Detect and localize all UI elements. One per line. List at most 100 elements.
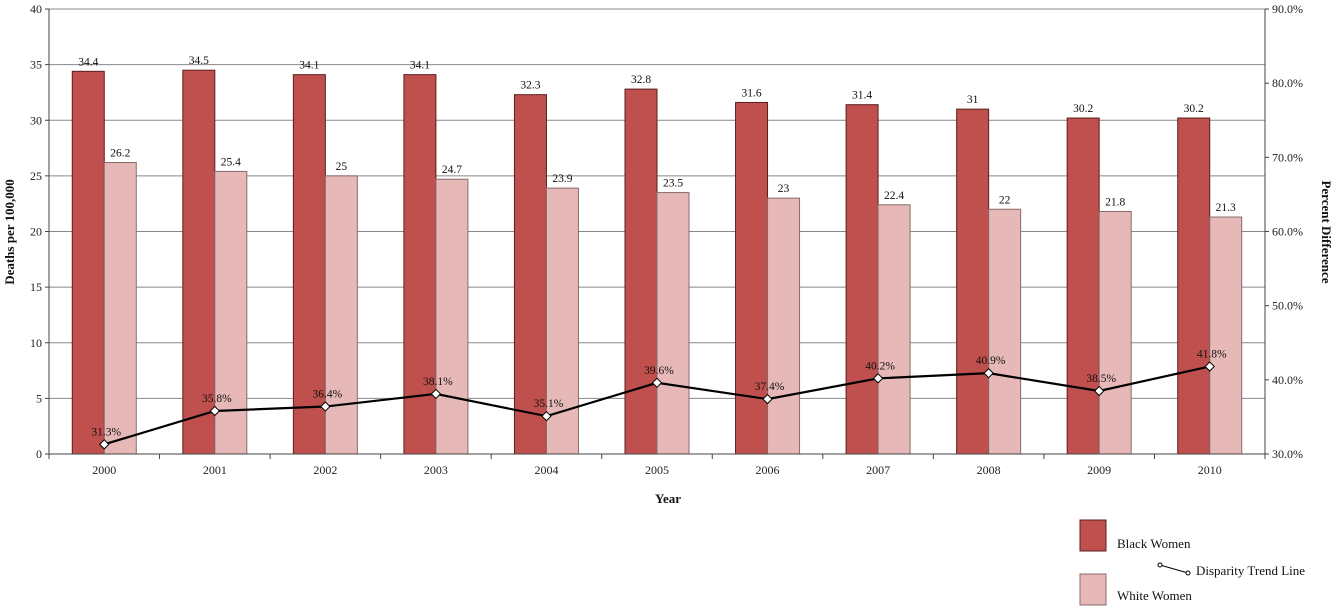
- x-tick-label: 2006: [756, 463, 780, 477]
- y-tick-label: 5: [36, 391, 42, 405]
- bar-black-women: [1177, 117, 1211, 455]
- disparity-data-label: 38.1%: [423, 376, 453, 388]
- bar-black-women: [845, 104, 879, 455]
- y-tick-label: 0: [36, 447, 42, 461]
- legend-label-black-women: Black Women: [1117, 536, 1191, 551]
- bar-white-women: [435, 178, 469, 455]
- x-tick-label: 2005: [645, 463, 669, 477]
- x-tick-label: 2009: [1087, 463, 1111, 477]
- legend-swatch-white-women: [1079, 573, 1107, 606]
- legend-label-disparity-trend-line: Disparity Trend Line: [1196, 563, 1305, 578]
- disparity-marker: [1204, 361, 1215, 372]
- y2-tick-label: 60.0%: [1272, 225, 1303, 239]
- disparity-trend-line: [99, 361, 1215, 450]
- disparity-marker: [541, 410, 552, 422]
- axes: 0 5 10 15 20 25 30 35 40 30.0% 40.0% 50.0% 60.0% 70.0…: [30, 2, 1303, 477]
- x-tick-label: 2000: [92, 463, 116, 477]
- bar-data-label: 23.5: [663, 178, 683, 190]
- y-tick-label: 40: [30, 2, 42, 16]
- bar-data-label: 26.2: [110, 148, 130, 160]
- bar-data-label: 22.4: [884, 190, 904, 202]
- bar-white-women: [1209, 216, 1243, 455]
- y2-axis-title: Percent Difference: [1319, 180, 1334, 283]
- disparity-marker: [430, 388, 442, 400]
- y2-tick-label: 30.0%: [1272, 447, 1303, 461]
- y-tick-label: 30: [30, 113, 42, 127]
- disparity-data-label: 39.6%: [644, 365, 674, 377]
- legend: Black Women White Women Disparity Trend …: [1079, 519, 1305, 606]
- y-axis-title: Deaths per 100,000: [2, 179, 17, 285]
- bar-data-label: 34.1: [299, 60, 319, 72]
- bar-data-label: 24.7: [442, 164, 462, 176]
- bar-white-women: [545, 187, 579, 455]
- x-tick-label: 2004: [534, 463, 558, 477]
- disparity-data-label: 41.8%: [1197, 348, 1227, 360]
- x-tick-label: 2001: [203, 463, 227, 477]
- y2-tick-label: 40.0%: [1272, 373, 1303, 387]
- disparity-data-label: 37.4%: [755, 381, 785, 393]
- y2-tick-label: 90.0%: [1272, 2, 1303, 16]
- data-labels: 34.4 34.5 34.1 34.1 32.3 32.8 31.6 31.4 31 30.2 30…: [78, 55, 1236, 438]
- bar-data-label: 23.9: [552, 173, 572, 185]
- disparity-data-label: 38.5%: [1086, 373, 1116, 385]
- disparity-data-label: 36.4%: [313, 389, 343, 401]
- bar-white-women: [988, 208, 1022, 455]
- disparity-data-label: 31.3%: [91, 426, 121, 438]
- bar-data-label: 25.4: [221, 156, 241, 168]
- bar-data-label: 30.2: [1184, 103, 1204, 115]
- bar-data-label: 34.1: [410, 60, 430, 72]
- bar-black-women: [735, 101, 769, 455]
- y2-tick-label: 50.0%: [1272, 299, 1303, 313]
- bar-black-women: [513, 94, 547, 455]
- y-tick-label: 20: [30, 225, 42, 239]
- y-tick-label: 25: [30, 169, 42, 183]
- disparity-data-label: 40.9%: [976, 355, 1006, 367]
- bar-data-label: 31.4: [852, 90, 872, 102]
- bar-data-label: 34.5: [189, 55, 209, 67]
- disparity-data-label: 35.8%: [202, 393, 232, 405]
- bar-data-label: 32.8: [631, 74, 651, 86]
- disparity-marker: [209, 405, 221, 417]
- bar-white-women: [214, 170, 248, 455]
- x-tick-label: 2010: [1198, 463, 1222, 477]
- bar-data-label: 23: [778, 183, 790, 195]
- x-axis-title: Year: [655, 491, 681, 506]
- y-tick-label: 35: [30, 58, 42, 72]
- bar-black-women: [403, 74, 437, 455]
- y-tick-label: 10: [30, 336, 42, 350]
- disparity-data-label: 35.1%: [534, 398, 564, 410]
- bar-data-label: 31: [967, 94, 979, 106]
- disparity-marker: [651, 377, 663, 389]
- legend-line-marker-start: [1157, 562, 1163, 568]
- bar-white-women: [656, 192, 690, 455]
- bar-data-label: 22: [999, 194, 1011, 206]
- bar-data-label: 25: [336, 161, 348, 173]
- disparity-data-label: 40.2%: [865, 360, 895, 372]
- disparity-marker: [99, 439, 110, 450]
- disparity-marker: [983, 367, 994, 379]
- legend-line-marker-end: [1185, 570, 1191, 576]
- bar-black-women: [1066, 117, 1100, 455]
- bar-white-women: [767, 197, 801, 455]
- bar-data-label: 21.3: [1216, 202, 1236, 214]
- bar-black-women: [71, 70, 105, 455]
- bar-data-label: 30.2: [1073, 103, 1093, 115]
- x-tick-label: 2002: [313, 463, 337, 477]
- bars: [71, 69, 1243, 455]
- y2-tick-label: 80.0%: [1272, 76, 1303, 90]
- bar-data-label: 31.6: [741, 87, 761, 99]
- disparity-marker: [320, 401, 331, 412]
- bar-white-women: [103, 162, 137, 455]
- legend-line-sample: [1159, 564, 1189, 574]
- bar-data-label: 21.8: [1105, 196, 1125, 208]
- disparity-marker: [762, 393, 773, 405]
- x-tick-label: 2008: [977, 463, 1001, 477]
- y2-tick-label: 70.0%: [1272, 150, 1303, 164]
- bar-black-women: [624, 88, 658, 455]
- y-tick-label: 15: [30, 280, 42, 294]
- bar-white-women: [877, 204, 911, 455]
- bar-black-women: [956, 108, 990, 455]
- x-tick-label: 2003: [424, 463, 448, 477]
- bar-white-women: [324, 175, 358, 455]
